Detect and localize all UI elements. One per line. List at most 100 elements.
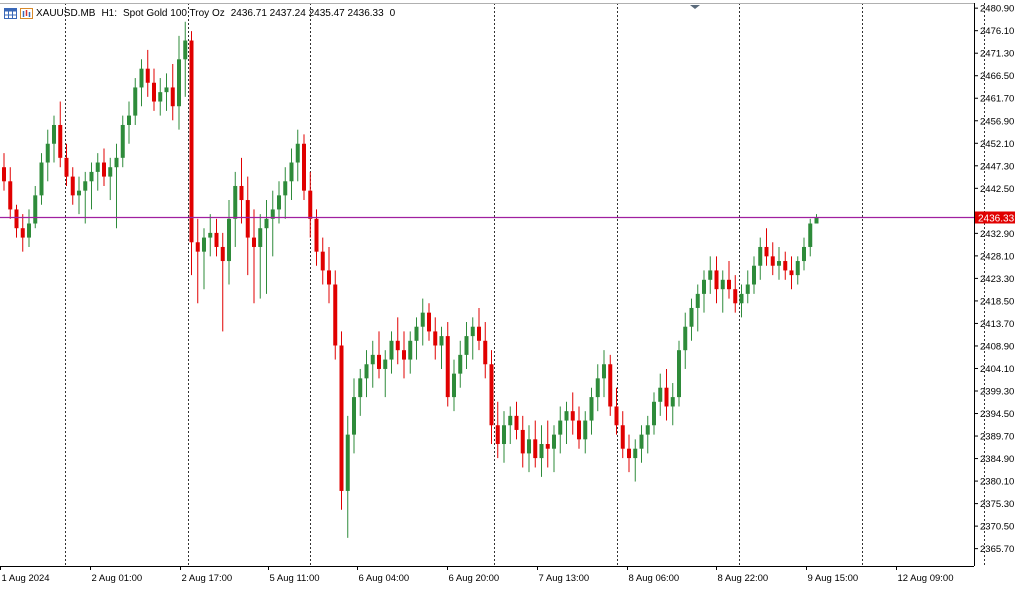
candle-body [221,247,225,261]
candle-body [315,219,319,252]
y-tick-label: 2423.30 [980,274,1014,285]
candle-body [215,233,219,247]
candle-body [483,341,487,364]
grid-window-icon [4,8,17,19]
candle-body [383,360,387,369]
candle-body [390,341,394,360]
candle-body [171,87,175,106]
candle-body [446,336,450,397]
candle-body [715,270,719,289]
y-tick-label: 2418.50 [980,296,1014,307]
candle-body [2,167,6,181]
candle-body [690,308,694,327]
x-tick-label: 1 Aug 2024 [2,573,50,584]
candle-body [708,270,712,279]
candle-body [158,92,162,101]
candle-body [815,217,819,223]
candle-body [133,87,137,115]
candle-body [515,416,519,430]
y-tick-label: 2461.70 [980,94,1014,105]
candle-body [346,435,350,491]
candle-body [8,181,12,209]
candle-body [302,144,306,191]
candle-body [683,327,687,350]
candle-body [352,397,356,435]
y-tick-label: 2442.50 [980,184,1014,195]
candle-body [421,313,425,327]
candle-body [65,158,69,177]
candle-body [327,270,331,284]
candle-body [490,364,494,425]
x-tick-label: 6 Aug 04:00 [359,573,410,584]
y-tick-label: 2413.70 [980,319,1014,330]
candle-body [258,228,262,247]
candle-body [577,421,581,440]
x-tick-label: 5 Aug 11:00 [270,573,320,584]
candle-body [552,435,556,449]
candle-body [696,294,700,308]
candle-body [27,224,31,238]
symbol-label: XAUUSD.MB [36,8,95,19]
current-price-label: 2436.33 [978,214,1015,225]
candle-body [452,374,456,397]
candle-body [671,397,675,406]
candle-body [658,388,662,402]
description-label: Spot Gold 100 Troy Oz [123,8,225,19]
candle-body [283,181,287,195]
candle-body [121,125,125,158]
candle-body [15,209,19,228]
candle-body [502,425,506,444]
candle-body [652,402,656,425]
y-tick-label: 2476.10 [980,26,1014,37]
candle-body [808,224,812,247]
candle-body [627,449,631,458]
candle-body [396,341,400,350]
candle-body [702,280,706,294]
candle-body [565,411,569,420]
candle-body [496,425,500,444]
candle-body [427,313,431,332]
candle-body [677,350,681,397]
candle-body [477,327,481,341]
candle-body [733,289,737,303]
y-tick-label: 2394.50 [980,409,1014,420]
candle [340,331,344,509]
candle-body [777,261,781,266]
y-tick-label: 2365.70 [980,544,1014,555]
candle [190,31,194,275]
candle-body [277,195,281,209]
candle-body [640,435,644,449]
candle-body [546,444,550,449]
candle-body [458,355,462,374]
candle-body [633,449,637,458]
candle-body [108,167,112,176]
x-tick-label: 2 Aug 17:00 [182,573,233,584]
candle-body [377,355,381,369]
y-tick-label: 2380.10 [980,477,1014,488]
candle-body [771,256,775,265]
candle-body [471,327,475,336]
candle-body [802,247,806,261]
candle-body [558,421,562,435]
candle-body [721,280,725,289]
candle-body [333,285,337,346]
candle-body [290,163,294,182]
candle-body [365,364,369,378]
ohlc-values: 2436.71 2437.24 2435.47 2436.33 [231,8,384,19]
candle-body [90,172,94,181]
y-tick-label: 2456.90 [980,116,1014,127]
candle-body [727,280,731,289]
candle-body [246,200,250,238]
candle-body [21,228,25,237]
candle-body [183,41,187,60]
candle-body [765,247,769,256]
candle-body [340,345,344,490]
candle-body [190,41,194,243]
candle-body [146,69,150,83]
y-tick-label: 2389.70 [980,432,1014,443]
y-tick-label: 2428.10 [980,251,1014,262]
candle-body [321,252,325,271]
candle-body [665,388,669,407]
